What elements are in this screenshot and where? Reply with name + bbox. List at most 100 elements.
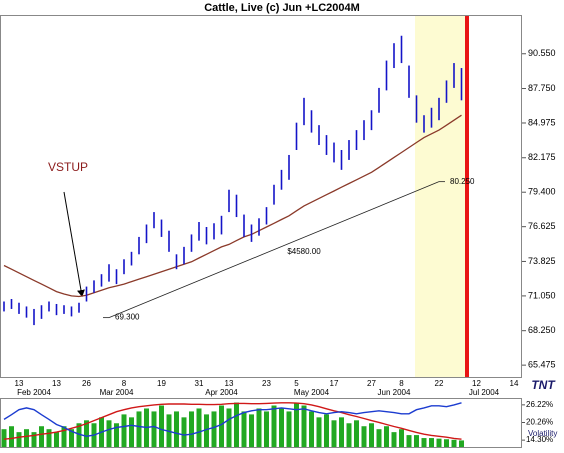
annotation: VSTUP	[48, 160, 88, 174]
volume-bar	[331, 420, 337, 447]
x-tick-label: 14	[510, 379, 519, 388]
x-tick-label: 8	[399, 379, 404, 388]
volume-bar	[61, 426, 67, 447]
y-tick-label: 87.750	[528, 83, 556, 93]
y-tick-label: 20.26%	[526, 418, 553, 427]
x-tick-label: 12	[472, 379, 481, 388]
volume-bar	[129, 417, 134, 447]
volume-bar	[196, 408, 202, 447]
x-month-label: May 2004	[294, 388, 330, 397]
y-tick-label: 26.22%	[526, 400, 553, 409]
volume-bar	[384, 426, 389, 447]
y-tick-label: 84.975	[528, 117, 556, 127]
volume-bar	[451, 439, 457, 447]
chart-title: Cattle, Live (c) Jun +LC2004M	[204, 2, 360, 14]
x-month-label: Jul 2004	[469, 388, 500, 397]
volume-bar	[174, 411, 179, 447]
x-tick-label: 23	[262, 379, 271, 388]
volume-bar	[294, 402, 299, 447]
volume-bar	[204, 414, 209, 447]
annotation-arrow	[63, 191, 85, 297]
y-tick-label: 76.625	[528, 221, 556, 231]
trendline-label: 80.250	[450, 177, 475, 186]
trendline	[108, 181, 440, 319]
y-tick-label: 71.050	[528, 290, 556, 300]
volume-bar	[84, 420, 89, 447]
volume-bar	[286, 411, 292, 447]
volatility-line	[3, 402, 462, 438]
volume-bar	[121, 414, 127, 447]
volume-bar	[309, 411, 314, 447]
logo: TNT	[531, 378, 556, 392]
x-month-label: Mar 2004	[100, 388, 134, 397]
volume-bar	[271, 405, 277, 447]
y-tick-label: 90.550	[528, 48, 556, 58]
volume-bar	[226, 408, 232, 447]
volume-bar	[354, 420, 359, 447]
highlight-band	[415, 16, 467, 377]
volume-bar	[31, 432, 37, 447]
volume-bar	[241, 411, 247, 447]
volume-bar	[256, 408, 262, 447]
x-month-label: Feb 2004	[17, 388, 51, 397]
y-tick-label: 65.475	[528, 360, 556, 370]
plot-layer: 90.550 87.750 84.975 82.175 79.400 76.625 73.8…	[1, 35, 557, 447]
volume-bar	[16, 432, 22, 447]
x-tick-label: 22	[435, 379, 444, 388]
volume-bar	[406, 435, 412, 447]
volume-bar	[151, 411, 157, 447]
trendline-amount: $4580.00	[287, 247, 321, 256]
volume-bar	[316, 417, 322, 447]
volume-bar	[346, 423, 352, 447]
volume-bar	[69, 429, 74, 447]
volume-bar	[76, 423, 82, 447]
volume-bar	[189, 411, 194, 447]
volume-bar	[324, 414, 329, 447]
volume-bar	[54, 432, 59, 447]
volume-bar	[234, 402, 239, 447]
volume-bar	[391, 432, 397, 447]
x-tick-label: 8	[122, 379, 127, 388]
trendline-label: 69.300	[115, 313, 140, 322]
y-tick-label: 79.400	[528, 187, 556, 197]
marker-line	[465, 16, 469, 377]
volume-bar	[301, 405, 307, 447]
volume-bar	[339, 417, 344, 447]
volume-bar	[114, 423, 119, 447]
x-tick-label: 26	[82, 379, 91, 388]
volume-bar	[414, 435, 419, 447]
volume-bar	[459, 440, 464, 447]
y-tick-label: 73.825	[528, 256, 556, 266]
y-tick-label: 68.250	[528, 325, 556, 335]
y-tick-label: 14.30%	[526, 435, 553, 444]
volume-bar	[444, 439, 449, 447]
volatility-line	[3, 402, 462, 440]
x-tick-label: 13	[15, 379, 24, 388]
x-tick-label: 13	[225, 379, 234, 388]
volume-bar	[106, 420, 112, 447]
volume-bar	[264, 411, 269, 447]
volume-bar	[219, 405, 224, 447]
volume-bar	[421, 438, 427, 447]
volume-bar	[181, 417, 187, 447]
volume-bar	[249, 414, 254, 447]
x-tick-label: 5	[294, 379, 299, 388]
volume-bar	[46, 429, 52, 447]
volume-bar	[399, 429, 404, 447]
x-tick-label: 27	[367, 379, 376, 388]
volume-bar	[429, 438, 434, 447]
x-month-label: Apr 2004	[205, 388, 238, 397]
volume-bar	[211, 411, 217, 447]
volume-bar	[361, 426, 367, 447]
volume-bar	[24, 429, 29, 447]
panel-label: Volatility	[528, 429, 557, 438]
y-tick-label: 82.175	[528, 152, 556, 162]
volume-bar	[279, 408, 284, 447]
moving-average	[3, 114, 462, 298]
volume-bar	[376, 429, 382, 447]
volume-bar	[436, 438, 442, 447]
volume-bar	[369, 423, 374, 447]
volume-bar	[9, 426, 14, 447]
volume-bar	[1, 429, 7, 447]
